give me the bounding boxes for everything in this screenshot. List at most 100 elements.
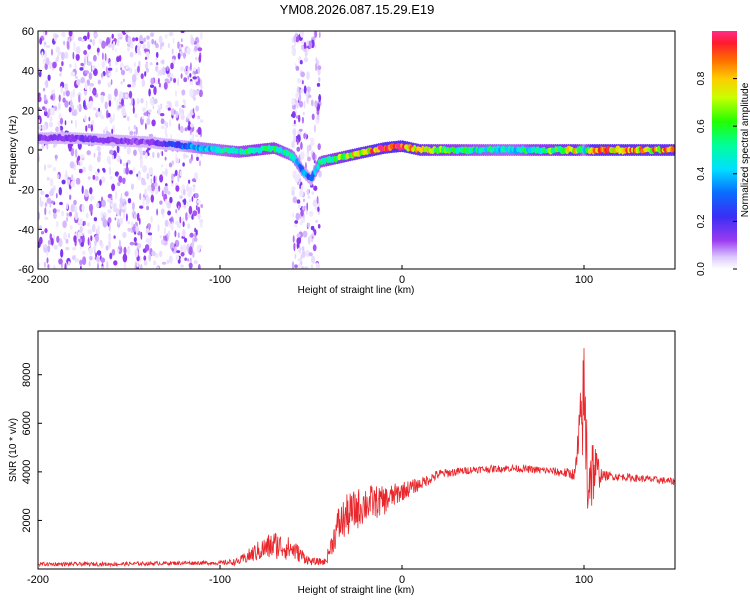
spectrogram-noise-cell bbox=[135, 126, 138, 136]
spectrogram-noise-cell bbox=[133, 213, 137, 220]
spectrogram-noise-cell bbox=[161, 190, 164, 197]
spectrogram-noise-cell bbox=[168, 255, 173, 264]
spectrogram-noise-cell bbox=[315, 219, 318, 223]
spectrogram-noise-cell bbox=[99, 179, 102, 186]
spectrogram-noise-cell bbox=[61, 60, 64, 67]
spectrogram-noise-cell bbox=[44, 228, 48, 234]
spectrogram-noise-cell bbox=[77, 36, 83, 42]
spectrogram-noise-cell bbox=[304, 205, 306, 209]
spectrogram-noise-cell bbox=[73, 199, 77, 206]
spectrogram-noise-cell bbox=[148, 240, 152, 247]
snr-panel: -200 -100 0 100 2000 4000 6000 8000 Height of … bbox=[8, 330, 676, 596]
spectrogram-noise-cell bbox=[53, 264, 56, 269]
spectrogram-noise-cell bbox=[189, 88, 194, 97]
spectrogram-noise-cell bbox=[50, 95, 54, 100]
spectrogram-noise-cell bbox=[163, 227, 167, 236]
spectrogram-noise-cell bbox=[182, 162, 185, 167]
spectrogram-noise-cell bbox=[90, 197, 93, 202]
spectrogram-noise-cell bbox=[74, 62, 77, 71]
spectrogram-noise-cell bbox=[304, 51, 308, 57]
spectrogram-noise-cell bbox=[149, 62, 153, 66]
spectrogram-noise-cell bbox=[40, 231, 45, 235]
spectrogram-noise-cell bbox=[93, 33, 99, 38]
spectrogram-noise-cell bbox=[60, 85, 63, 94]
spectrogram-y-tick-label: -60 bbox=[18, 264, 34, 276]
spectrogram-noise-cell bbox=[126, 247, 131, 256]
spectrogram-noise-cell bbox=[316, 196, 319, 204]
spectrogram-noise-cell bbox=[314, 44, 317, 49]
spectrogram-noise-cell bbox=[107, 67, 113, 71]
spectrogram-noise-cell bbox=[75, 53, 80, 61]
spectrogram-noise-cell bbox=[292, 170, 297, 179]
spectrogram-noise-cell bbox=[130, 221, 134, 228]
spectrogram-noise-cell bbox=[190, 123, 194, 128]
spectrogram-noise-cell bbox=[60, 248, 64, 258]
spectrogram-noise-cell bbox=[92, 174, 96, 180]
spectrogram-noise-cell bbox=[317, 65, 322, 70]
spectrogram-noise-cell bbox=[106, 198, 112, 203]
spectrogram-noise-cell bbox=[89, 187, 93, 195]
spectrogram-noise-cell bbox=[55, 154, 57, 162]
spectrogram-noise-cell bbox=[317, 143, 321, 151]
spectrogram-noise-cell bbox=[296, 237, 301, 245]
spectrogram-noise-cell bbox=[141, 79, 146, 88]
spectrogram-noise-cell bbox=[293, 34, 297, 43]
spectrogram-noise-cell bbox=[299, 151, 305, 160]
spectrogram-x-tick-label: 100 bbox=[575, 274, 593, 286]
spectrogram-noise-cell bbox=[301, 246, 305, 251]
spectrogram-noise-cell bbox=[47, 164, 52, 169]
snr-x-tick-label: 100 bbox=[575, 574, 593, 586]
spectrogram-noise-cell bbox=[65, 90, 70, 97]
spectrogram-noise-cell bbox=[126, 116, 130, 121]
spectrogram-noise-cell bbox=[142, 198, 145, 208]
spectrogram-noise-cell bbox=[79, 259, 83, 266]
spectrogram-noise-cell bbox=[296, 199, 301, 204]
spectrogram-noise-cell bbox=[89, 82, 95, 87]
spectrogram-noise-cell bbox=[106, 37, 110, 46]
spectrogram-noise-cell bbox=[150, 77, 154, 85]
spectrogram-noise-cell bbox=[296, 146, 301, 152]
spectrogram-noise-cell bbox=[91, 65, 95, 71]
spectrogram-noise-cell bbox=[123, 246, 127, 255]
spectrogram-noise-cell bbox=[180, 245, 183, 253]
spectrogram-noise-cell bbox=[96, 145, 101, 152]
spectrogram-noise-cell bbox=[147, 232, 153, 236]
spectrogram-y-tick-label: 0 bbox=[28, 145, 34, 157]
colorbar-tick-label: 0.2 bbox=[696, 214, 707, 228]
spectrogram-noise-cell bbox=[136, 173, 139, 177]
spectrogram-noise-cell bbox=[299, 189, 304, 198]
spectrogram-noise-cell bbox=[44, 63, 48, 70]
spectrogram-noise-cell bbox=[200, 221, 203, 228]
spectrogram-noise-cell bbox=[132, 37, 136, 42]
spectrogram-noise-cell bbox=[100, 73, 104, 78]
spectrogram-noise-cell bbox=[194, 193, 199, 199]
spectrogram-noise-cell bbox=[303, 57, 309, 63]
spectrogram-noise-cell bbox=[97, 151, 102, 157]
spectrogram-noise-cell bbox=[182, 244, 187, 254]
spectrogram-noise-cell bbox=[175, 157, 180, 164]
spectrogram-noise-cell bbox=[109, 61, 111, 67]
spectrogram-noise-cell bbox=[147, 223, 152, 229]
spectrogram-y-tick-label: 60 bbox=[22, 26, 34, 38]
spectrogram-y-tick-label: 20 bbox=[22, 105, 34, 117]
spectrogram-noise-cell bbox=[161, 66, 166, 76]
spectrogram-noise-cell bbox=[87, 31, 90, 40]
spectrogram-noise-cell bbox=[189, 128, 192, 136]
spectrogram-noise-cell bbox=[146, 172, 150, 180]
spectrogram-noise-cell bbox=[71, 111, 77, 116]
spectrogram-noise-cell bbox=[302, 80, 304, 85]
spectrogram-noise-cell bbox=[161, 151, 164, 157]
spectrogram-noise-cell bbox=[297, 258, 303, 262]
spectrogram-noise-cell bbox=[58, 125, 61, 133]
spectrogram-noise-cell bbox=[118, 105, 123, 109]
spectrogram-noise-cell bbox=[166, 80, 171, 84]
spectrogram-noise-cell bbox=[166, 259, 170, 264]
spectrogram-noise-cell bbox=[293, 134, 297, 143]
spectrogram-noise-cell bbox=[89, 39, 93, 43]
spectrogram-noise-cell bbox=[123, 262, 127, 269]
spectrogram-noise-cell bbox=[180, 73, 183, 79]
spectrogram-noise-cell bbox=[45, 57, 50, 65]
spectrogram-noise-cell bbox=[170, 62, 174, 70]
spectrogram-noise-cell bbox=[161, 239, 165, 245]
spectrogram-noise-cell bbox=[113, 202, 117, 212]
